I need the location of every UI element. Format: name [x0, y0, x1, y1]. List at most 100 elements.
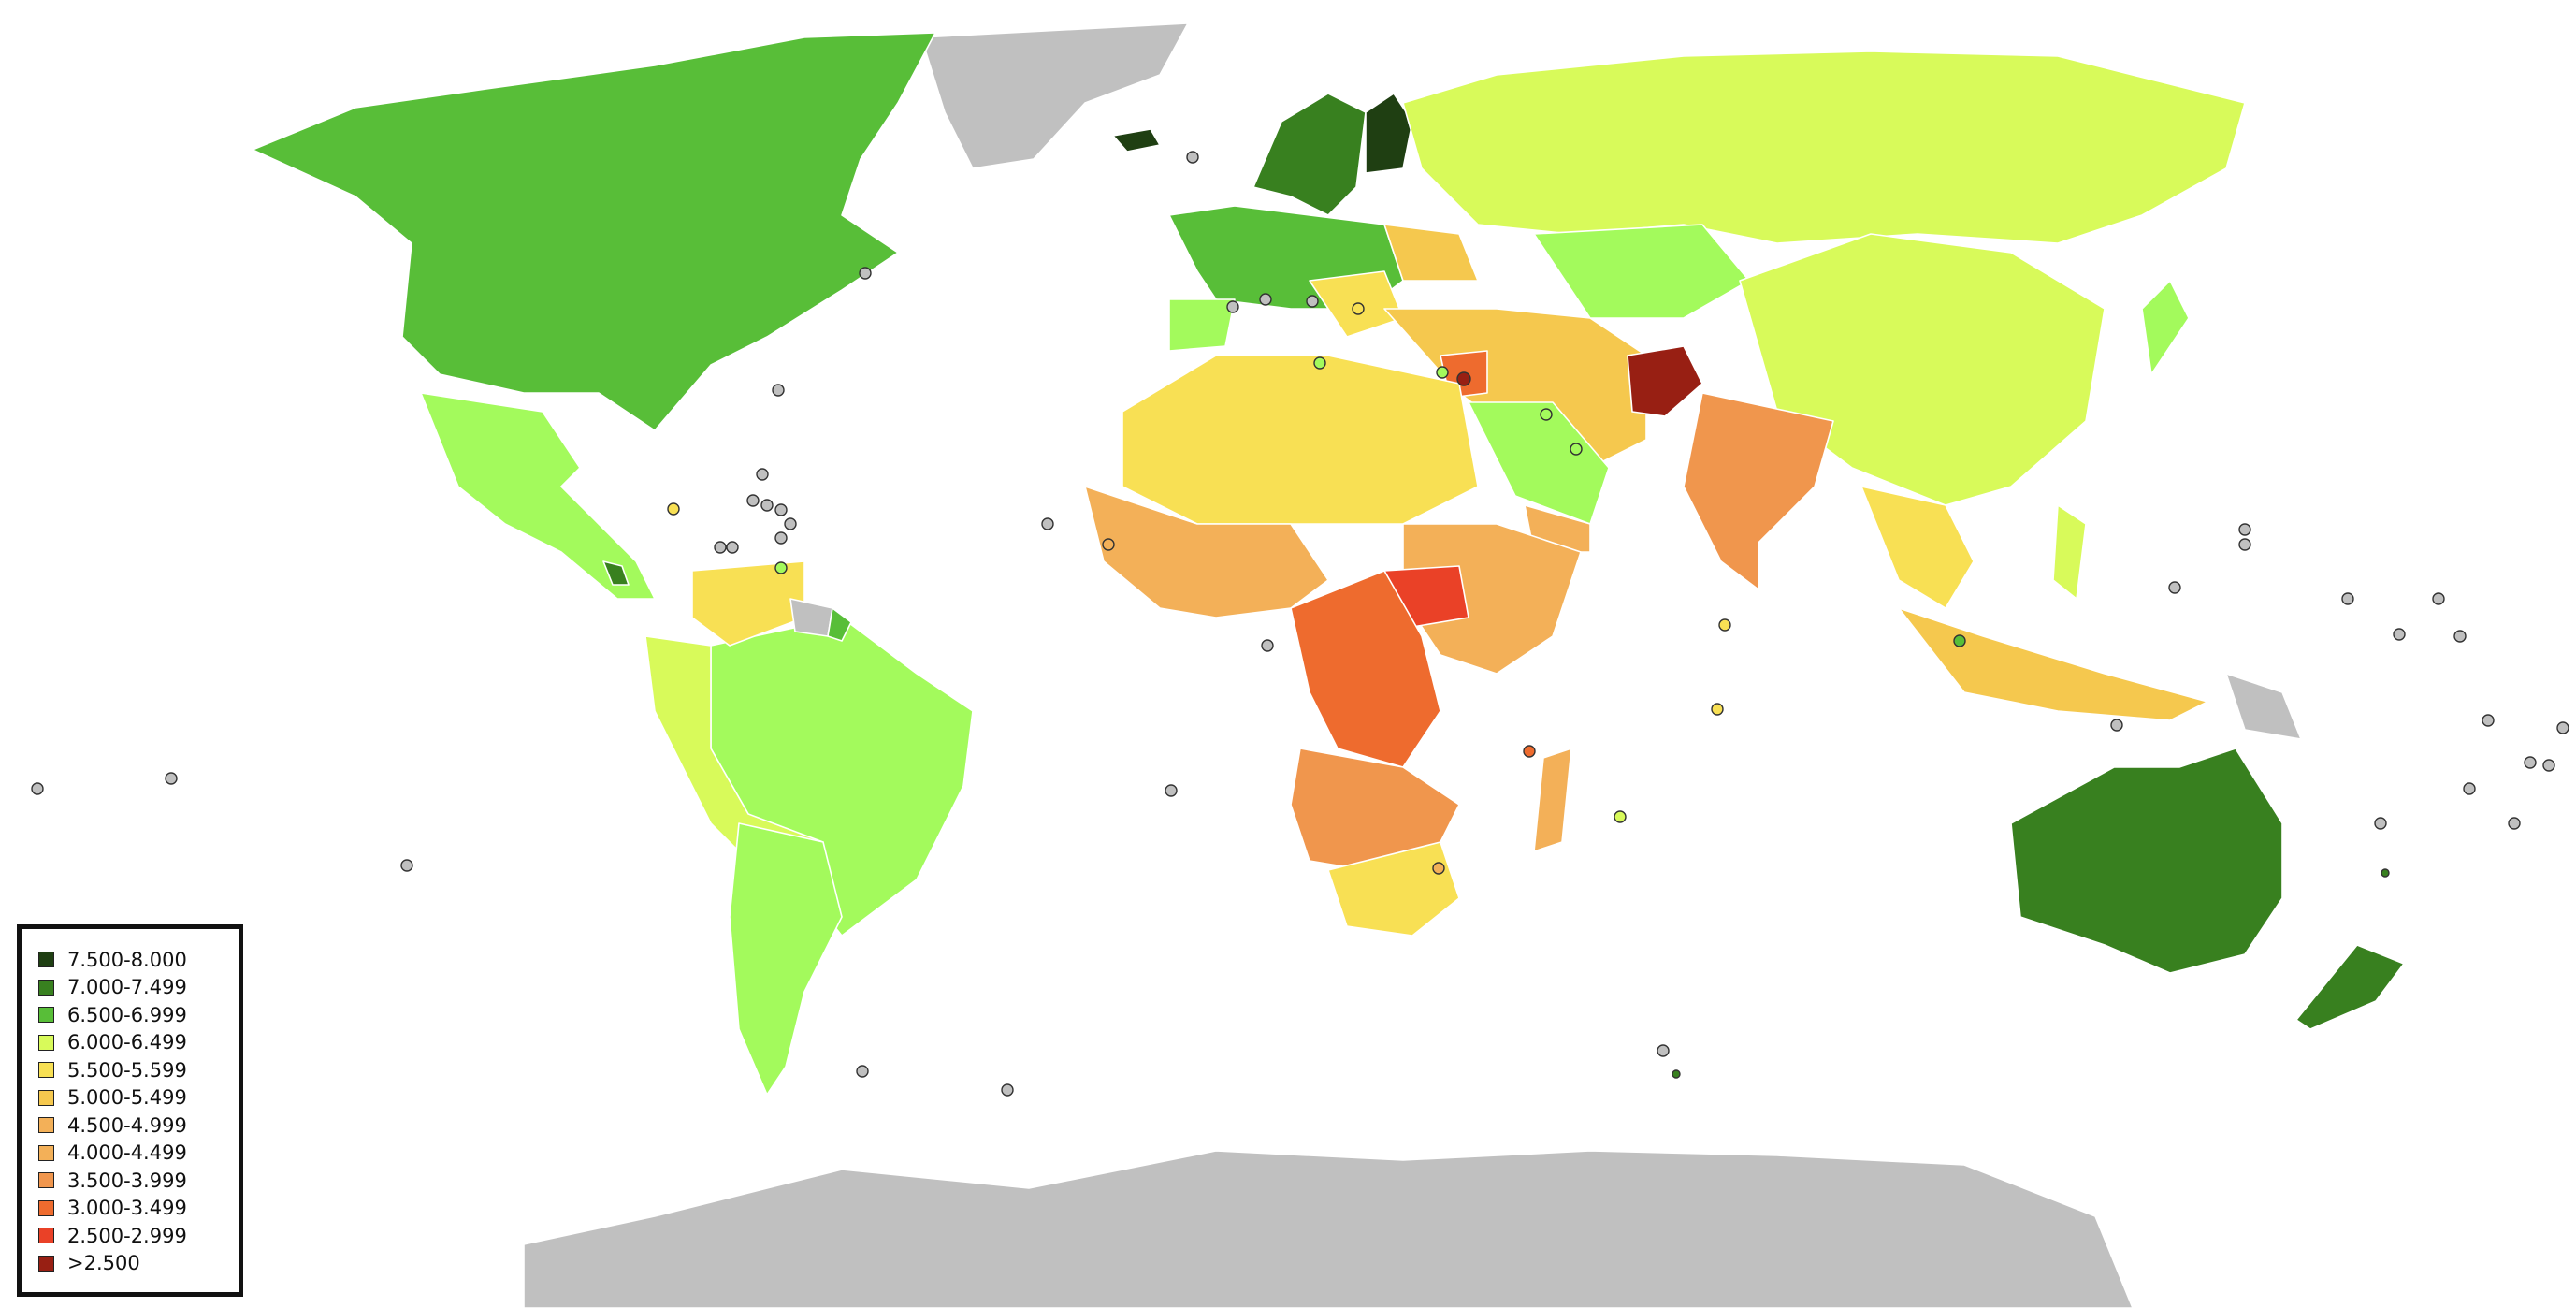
region-suriname	[827, 607, 852, 642]
region-russia	[1402, 51, 2246, 244]
region-north-africa	[1122, 355, 1479, 525]
marker-dot	[1261, 639, 1274, 652]
marker-dot	[726, 541, 739, 554]
legend-item: 4.000-4.499	[38, 1140, 239, 1168]
marker-dot	[746, 494, 760, 507]
marker-dot	[2168, 581, 2181, 594]
marker-dot	[2482, 714, 2495, 727]
legend-label: >2.500	[67, 1252, 140, 1275]
region-afghanistan	[1627, 345, 1703, 417]
marker-dot	[2381, 868, 2390, 878]
region-new-zealand	[2295, 944, 2405, 1030]
legend-label: 4.000-4.499	[67, 1141, 187, 1165]
marker-dot	[2110, 719, 2123, 732]
region-iceland	[1112, 128, 1161, 153]
marker-dot	[2238, 538, 2251, 551]
legend-swatch	[38, 1117, 54, 1134]
marker-dot	[2524, 756, 2537, 769]
legend-label: 5.000-5.499	[67, 1086, 187, 1110]
legend-item: 2.500-2.999	[38, 1222, 239, 1250]
marker-dot	[856, 1065, 869, 1078]
region-iberia	[1168, 298, 1236, 352]
marker-dot	[1711, 703, 1724, 716]
legend-label: 7.000-7.499	[67, 976, 187, 999]
marker-dot	[760, 499, 774, 512]
legend-label: 6.000-6.499	[67, 1031, 187, 1054]
legend-item: 5.500-5.599	[38, 1056, 239, 1084]
marker-dot	[859, 267, 872, 280]
marker-dot	[2556, 721, 2569, 734]
region-madagascar	[1533, 748, 1572, 852]
marker-dot	[756, 468, 769, 481]
marker-dot	[774, 531, 788, 545]
marker-dot	[1657, 1044, 1670, 1057]
region-mexico-central-america	[420, 392, 656, 600]
marker-dot	[2432, 592, 2445, 605]
region-ukraine-belarus	[1383, 224, 1479, 282]
legend-swatch	[38, 1172, 54, 1189]
marker-dot	[400, 859, 413, 872]
marker-dot	[774, 503, 788, 516]
legend-item: 7.500-8.000	[38, 946, 239, 974]
region-south-africa	[1327, 841, 1460, 937]
marker-dot	[2374, 817, 2387, 830]
marker-dot	[1614, 810, 1627, 823]
marker-dot	[1186, 151, 1199, 164]
marker-dot	[1165, 784, 1178, 797]
region-southeast-asia	[1860, 486, 1975, 609]
marker-dot	[1226, 300, 1239, 313]
region-southern-sa	[729, 822, 843, 1096]
marker-dot	[1102, 538, 1115, 551]
marker-dot	[31, 782, 44, 795]
marker-dot	[1523, 745, 1536, 758]
marker-dot	[784, 517, 797, 530]
region-greenland	[920, 22, 1189, 169]
marker-dot	[1313, 356, 1326, 370]
marker-dot	[774, 561, 788, 574]
legend-swatch	[38, 952, 54, 968]
legend-swatch	[38, 1007, 54, 1024]
legend-label: 7.500-8.000	[67, 948, 187, 971]
marker-dot	[772, 384, 785, 397]
marker-dot	[1352, 302, 1365, 315]
marker-dot	[1436, 366, 1449, 379]
marker-dot	[165, 772, 178, 785]
marker-dot	[1672, 1069, 1681, 1079]
region-canada-usa	[252, 32, 936, 431]
legend-label: 3.000-3.499	[67, 1197, 187, 1220]
legend-label: 4.500-4.999	[67, 1113, 187, 1137]
legend-label: 5.500-5.599	[67, 1058, 187, 1082]
region-antarctica	[523, 1150, 2134, 1308]
region-japan	[2141, 280, 2190, 375]
marker-dot	[1456, 371, 1471, 386]
marker-dot	[2508, 817, 2521, 830]
region-finland	[1365, 93, 1413, 174]
legend-item: 6.500-6.999	[38, 1001, 239, 1029]
legend-swatch	[38, 979, 54, 996]
region-indonesia	[1898, 607, 2208, 721]
marker-dot	[1041, 517, 1054, 530]
region-kazakhstan	[1533, 224, 1750, 319]
legend-item: 7.000-7.499	[38, 974, 239, 1002]
region-philippines	[2052, 504, 2087, 600]
legend-swatch	[38, 1089, 54, 1106]
marker-dot	[2393, 628, 2406, 641]
marker-dot	[1718, 618, 1731, 632]
region-australia	[2010, 748, 2283, 974]
marker-dot	[1540, 408, 1553, 421]
marker-dot	[2238, 523, 2251, 536]
legend-item: 4.500-4.999	[38, 1112, 239, 1140]
marker-dot	[714, 541, 727, 554]
marker-dot	[1432, 862, 1445, 875]
region-india	[1683, 392, 1834, 590]
marker-dot	[667, 502, 680, 516]
region-costa-rica	[602, 560, 630, 586]
legend-label: 2.500-2.999	[67, 1224, 187, 1247]
legend-swatch	[38, 1144, 54, 1161]
marker-dot	[1570, 443, 1583, 456]
marker-dot	[2463, 782, 2476, 795]
region-guianas	[789, 598, 833, 637]
map-legend: 7.500-8.000 7.000-7.499 6.500-6.999 6.000-6…	[17, 924, 243, 1297]
legend-swatch	[38, 1255, 54, 1272]
